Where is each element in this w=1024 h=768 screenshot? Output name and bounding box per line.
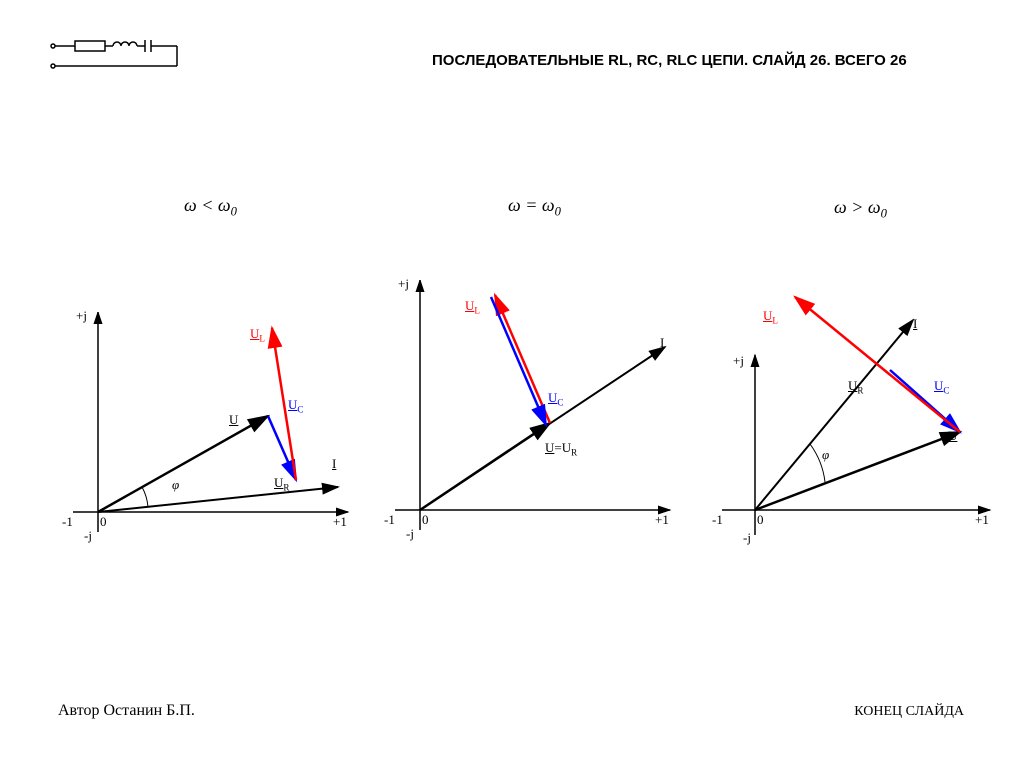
- label-UC: UC: [934, 378, 949, 396]
- label-UeqUR: U=UR: [545, 440, 577, 458]
- diagram-middle: +j -j +1 -1 0 I UL UC U=UR: [390, 280, 690, 550]
- diagram-right: +j -j +1 -1 0 I U UL UC UR φ: [700, 280, 1010, 550]
- axis-plus-j: +j: [733, 353, 744, 369]
- axis-zero: 0: [757, 512, 764, 528]
- axis-zero: 0: [422, 512, 429, 528]
- condition-left: ω < ω0: [184, 195, 237, 220]
- axis-minus-j: -j: [84, 528, 92, 544]
- label-UC: UC: [288, 397, 303, 415]
- label-I: I: [660, 335, 664, 351]
- axis-plus-one: +1: [333, 514, 347, 530]
- axis-zero: 0: [100, 514, 107, 530]
- label-UL: UL: [250, 326, 265, 344]
- diagram-left: +j -j +1 -1 0 I U UL UC UR φ: [68, 312, 368, 552]
- label-UR: UR: [848, 378, 863, 396]
- axis-plus-j: +j: [398, 276, 409, 292]
- axis-minus-j: -j: [406, 526, 414, 542]
- label-UC: UC: [548, 390, 563, 408]
- axis-minus-one: -1: [384, 512, 395, 528]
- circuit-icon: [45, 38, 185, 78]
- label-I: I: [332, 456, 336, 472]
- axis-minus-j: -j: [743, 530, 751, 546]
- label-I: I: [913, 316, 917, 332]
- label-U: U: [948, 428, 957, 444]
- page-title: ПОСЛЕДОВАТЕЛЬНЫЕ RL, RC, RLC ЦЕПИ. СЛАЙД…: [432, 52, 907, 69]
- label-U: U: [229, 412, 238, 428]
- label-phi: φ: [172, 477, 179, 493]
- label-UR: UR: [274, 475, 289, 493]
- label-phi: φ: [822, 447, 829, 463]
- label-UL: UL: [763, 308, 778, 326]
- axis-plus-j: +j: [76, 308, 87, 324]
- author-label: Автор Останин Б.П.: [58, 702, 195, 720]
- label-UL: UL: [465, 298, 480, 316]
- condition-middle: ω = ω0: [508, 195, 561, 220]
- axis-minus-one: -1: [62, 514, 73, 530]
- end-slide-label: КОНЕЦ СЛАЙДА: [854, 704, 964, 720]
- axis-plus-one: +1: [975, 512, 989, 528]
- axis-plus-one: +1: [655, 512, 669, 528]
- condition-right: ω > ω0: [834, 197, 887, 222]
- axis-minus-one: -1: [712, 512, 723, 528]
